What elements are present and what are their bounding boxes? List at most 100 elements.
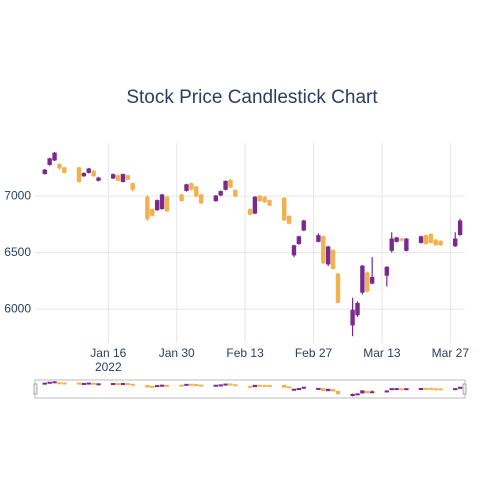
candle-body xyxy=(198,384,204,387)
candle-body xyxy=(433,239,438,246)
candle-body xyxy=(316,235,321,242)
candle-body xyxy=(457,220,463,236)
candle-body xyxy=(164,196,170,212)
candle-body xyxy=(369,391,375,394)
candle-body xyxy=(325,388,331,392)
candle-body xyxy=(325,246,331,265)
candle-body xyxy=(360,265,365,293)
y-tick-label: 7000 xyxy=(4,188,31,202)
candle-body xyxy=(282,384,287,388)
candle-body xyxy=(301,386,306,389)
candle-body xyxy=(62,167,67,173)
candle-body xyxy=(399,238,404,241)
candle-body xyxy=(164,384,170,387)
candle-body xyxy=(355,302,360,316)
candle-body xyxy=(252,196,258,214)
candle-body xyxy=(233,384,238,387)
candle-body xyxy=(360,390,365,394)
candle-body xyxy=(115,383,121,386)
candle-body xyxy=(286,386,292,389)
candle-body xyxy=(267,200,272,206)
candle-body xyxy=(428,234,433,243)
candle-body xyxy=(296,236,302,245)
candle-body xyxy=(330,249,336,269)
x-tick-label: Mar 27 xyxy=(432,346,470,360)
candle-body xyxy=(154,200,160,211)
candle-body xyxy=(389,388,394,391)
candle-body xyxy=(145,196,150,220)
candle-body xyxy=(423,387,429,390)
candle-body xyxy=(428,387,433,390)
candle-body xyxy=(438,388,443,391)
chart-title: Stock Price Candlestick Chart xyxy=(126,87,378,108)
candle-body xyxy=(47,381,52,384)
candle-body xyxy=(86,382,91,385)
candle-body xyxy=(433,388,438,391)
candle-body xyxy=(115,175,121,181)
candle-body xyxy=(47,158,52,165)
candle-body xyxy=(286,215,292,224)
candle-body xyxy=(282,197,287,221)
candle-body xyxy=(418,388,424,391)
candle-body xyxy=(384,266,390,276)
candle-body xyxy=(159,384,165,387)
candle-body xyxy=(150,209,155,216)
candle-body xyxy=(159,194,165,210)
candle-body xyxy=(350,309,355,326)
candle-body xyxy=(194,384,199,387)
candle-body xyxy=(125,383,131,386)
candle-body xyxy=(184,383,189,386)
candle-body xyxy=(321,236,326,264)
candle-body xyxy=(184,184,189,191)
candle-body xyxy=(365,272,370,292)
candle-body xyxy=(389,238,394,251)
candle-body xyxy=(404,388,409,391)
candle-body xyxy=(350,393,355,397)
candle-body xyxy=(52,152,57,161)
candle-body xyxy=(291,245,297,256)
candle-body xyxy=(228,179,233,188)
candle-body xyxy=(223,180,228,190)
candle-body xyxy=(96,383,101,386)
x-tick-label: Jan 16 xyxy=(90,346,126,360)
candle-body xyxy=(154,385,160,388)
candle-body xyxy=(335,273,341,303)
candle-body xyxy=(150,385,155,388)
candle-body xyxy=(257,384,262,387)
candle-body xyxy=(218,191,223,196)
candle-body xyxy=(233,189,238,197)
candle-body xyxy=(189,383,194,386)
candle-body xyxy=(42,169,47,175)
candle-body xyxy=(399,388,404,391)
candle-body xyxy=(252,384,258,388)
candle-body xyxy=(321,388,326,392)
candle-body xyxy=(130,183,135,190)
candle-body xyxy=(81,173,87,177)
candle-body xyxy=(120,383,126,386)
candle-body xyxy=(91,382,96,385)
candle-body xyxy=(125,175,131,180)
candle-body xyxy=(81,382,87,385)
candle-body xyxy=(291,388,297,391)
candle-body xyxy=(198,194,204,204)
candle-body xyxy=(228,383,233,386)
candle-body xyxy=(194,186,199,197)
candle-body xyxy=(423,235,429,245)
candle-body xyxy=(262,196,267,203)
x-tick-label: Mar 13 xyxy=(363,346,401,360)
candle-body xyxy=(91,170,96,177)
candle-body xyxy=(42,382,47,385)
candle-body xyxy=(86,168,91,173)
candle-body xyxy=(453,388,458,391)
candle-body xyxy=(189,183,194,190)
candle-body xyxy=(330,389,336,392)
candle-body xyxy=(355,393,360,396)
candle-body xyxy=(394,237,399,242)
candle-body xyxy=(120,174,126,182)
y-tick-label: 6500 xyxy=(4,245,31,259)
candle-body xyxy=(369,276,375,284)
x-tick-label: Feb 13 xyxy=(226,346,264,360)
range-slider-handle-left xyxy=(33,383,38,395)
candle-body xyxy=(145,384,150,388)
candle-body xyxy=(404,238,409,251)
